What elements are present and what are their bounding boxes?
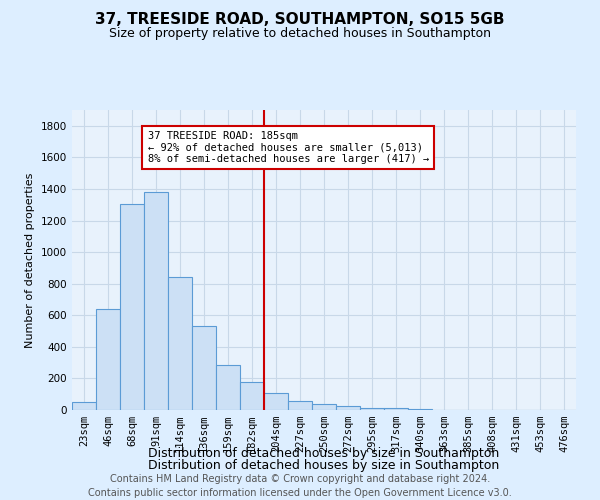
X-axis label: Distribution of detached houses by size in Southampton: Distribution of detached houses by size … [148,460,500,472]
Bar [264,393,288,410]
Text: Contains HM Land Registry data © Crown copyright and database right 2024.
Contai: Contains HM Land Registry data © Crown c… [88,474,512,498]
Bar [72,402,96,410]
Text: Size of property relative to detached houses in Southampton: Size of property relative to detached ho… [109,28,491,40]
Bar [360,408,384,410]
Y-axis label: Number of detached properties: Number of detached properties [25,172,35,348]
Bar [240,382,264,410]
Bar [168,276,192,410]
Bar [384,408,408,410]
Bar [96,309,120,410]
Bar [120,204,144,410]
Bar [336,406,360,410]
Text: 37, TREESIDE ROAD, SOUTHAMPTON, SO15 5GB: 37, TREESIDE ROAD, SOUTHAMPTON, SO15 5GB [95,12,505,28]
Text: Distribution of detached houses by size in Southampton: Distribution of detached houses by size … [148,448,500,460]
Bar [408,409,432,410]
Bar [144,192,168,410]
Text: 37 TREESIDE ROAD: 185sqm
← 92% of detached houses are smaller (5,013)
8% of semi: 37 TREESIDE ROAD: 185sqm ← 92% of detach… [148,131,429,164]
Bar [288,400,312,410]
Bar [312,404,336,410]
Bar [216,365,240,410]
Bar [192,326,216,410]
